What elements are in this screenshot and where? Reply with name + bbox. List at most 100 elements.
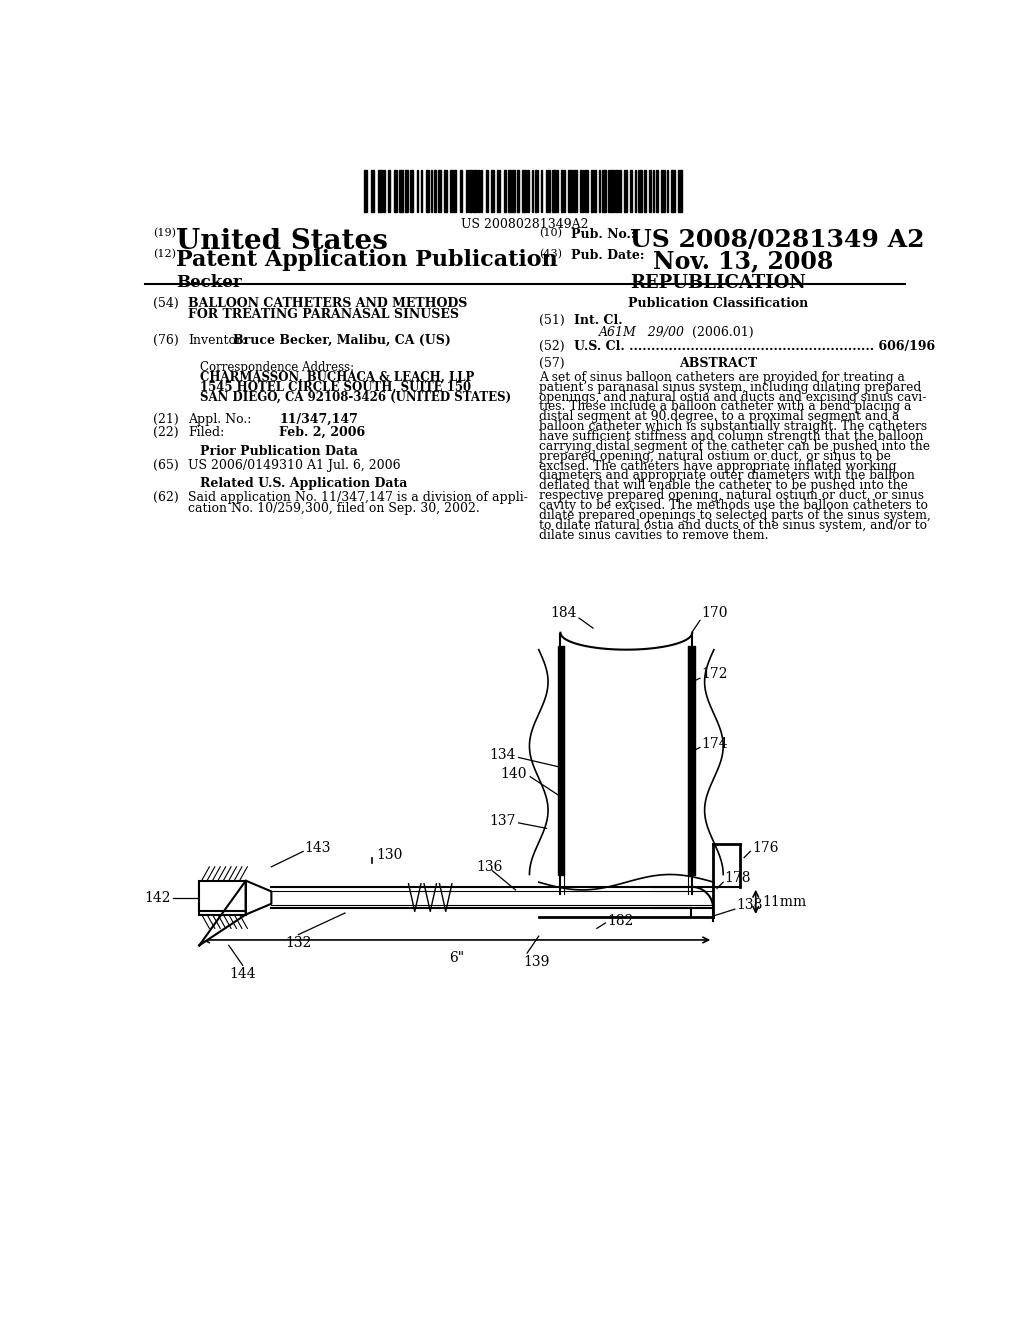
Bar [454, 170, 457, 213]
Bar [466, 170, 468, 213]
Text: 11/347,147: 11/347,147 [280, 412, 358, 425]
Text: (52): (52) [539, 341, 564, 354]
Bar [678, 170, 682, 213]
Bar [517, 170, 518, 213]
Text: 174: 174 [701, 737, 728, 751]
Bar [535, 170, 538, 213]
Bar [557, 170, 558, 213]
Text: 130: 130 [376, 849, 402, 862]
Text: SAN DIEGO, CA 92108-3426 (UNITED STATES): SAN DIEGO, CA 92108-3426 (UNITED STATES) [200, 391, 511, 404]
Bar [610, 170, 613, 213]
Bar [607, 170, 609, 213]
Bar [430, 170, 432, 213]
Bar [404, 170, 408, 213]
Bar [444, 170, 446, 213]
Text: dilate sinus cavities to remove them.: dilate sinus cavities to remove them. [539, 528, 768, 541]
Text: A set of sinus balloon catheters are provided for treating a: A set of sinus balloon catheters are pro… [539, 371, 904, 384]
Bar [572, 170, 577, 213]
Text: (51): (51) [539, 314, 564, 327]
Text: 140: 140 [501, 767, 527, 781]
Text: 182: 182 [607, 913, 633, 928]
Text: (57): (57) [539, 358, 564, 370]
Text: (19): (19) [153, 227, 176, 238]
Bar [625, 170, 627, 213]
Bar [481, 170, 482, 213]
Text: 132: 132 [286, 936, 311, 950]
Text: Publication Classification: Publication Classification [628, 297, 808, 310]
Bar [649, 170, 651, 213]
Bar [614, 170, 617, 213]
Bar [383, 170, 385, 213]
Text: ABSTRACT: ABSTRACT [680, 358, 758, 370]
Text: Correspondence Address:: Correspondence Address: [200, 360, 354, 374]
Text: 138: 138 [736, 899, 763, 912]
Text: (21): (21) [153, 412, 178, 425]
Text: Prior Publication Data: Prior Publication Data [200, 445, 358, 458]
Bar [512, 170, 515, 213]
Text: patient’s paranasal sinus system, including dilating prepared: patient’s paranasal sinus system, includ… [539, 380, 921, 393]
Bar [561, 170, 564, 213]
Text: United States: United States [176, 227, 388, 255]
Bar [656, 170, 657, 213]
Bar [434, 170, 436, 213]
Text: carrying distal segment of the catheter can be pushed into the: carrying distal segment of the catheter … [539, 440, 930, 453]
Text: (62): (62) [153, 491, 178, 504]
Text: Related U.S. Application Data: Related U.S. Application Data [200, 478, 408, 490]
Text: balloon catheter which is substantially straight. The catheters: balloon catheter which is substantially … [539, 420, 927, 433]
Bar [378, 170, 382, 213]
Text: 136: 136 [477, 859, 503, 874]
Bar [660, 170, 665, 213]
Text: (76): (76) [153, 334, 178, 347]
Text: (65): (65) [153, 459, 178, 471]
Text: Patent Application Publication: Patent Application Publication [176, 249, 558, 272]
Bar [671, 170, 675, 213]
Bar [594, 170, 596, 213]
Bar [372, 170, 374, 213]
Text: deflated that will enable the catheter to be pushed into the: deflated that will enable the catheter t… [539, 479, 907, 492]
Bar [644, 170, 645, 213]
Bar [638, 170, 642, 213]
Bar [581, 170, 582, 213]
Bar [399, 170, 403, 213]
Text: Inventor:: Inventor: [188, 334, 247, 347]
Bar [567, 170, 571, 213]
Bar [478, 170, 479, 213]
Text: FOR TREATING PARANASAL SINUSES: FOR TREATING PARANASAL SINUSES [188, 308, 460, 321]
Text: (12): (12) [153, 249, 176, 260]
Text: BALLOON CATHETERS AND METHODS: BALLOON CATHETERS AND METHODS [188, 297, 468, 310]
Text: distal segment at 90.degree. to a proximal segment and a: distal segment at 90.degree. to a proxim… [539, 411, 899, 424]
Text: 6": 6" [449, 950, 464, 965]
Bar [653, 170, 654, 213]
Bar [583, 170, 584, 213]
Text: to dilate natural ostia and ducts of the sinus system, and/or to: to dilate natural ostia and ducts of the… [539, 519, 927, 532]
Text: have sufficient stiffness and column strength that the balloon: have sufficient stiffness and column str… [539, 430, 924, 444]
Text: Becker: Becker [176, 275, 242, 290]
Bar [635, 170, 636, 213]
Text: 139: 139 [523, 956, 550, 969]
Bar [469, 170, 472, 213]
Bar [486, 170, 487, 213]
Bar [473, 170, 476, 213]
Text: (22): (22) [153, 425, 178, 438]
Text: dilate prepared openings to selected parts of the sinus system,: dilate prepared openings to selected par… [539, 510, 931, 521]
Bar [460, 170, 463, 213]
Bar [602, 170, 606, 213]
Text: prepared opening, natural ostium or duct, or sinus to be: prepared opening, natural ostium or duct… [539, 450, 891, 463]
Text: 170: 170 [701, 606, 728, 619]
Bar [599, 170, 600, 213]
Text: Pub. No.:: Pub. No.: [571, 227, 636, 240]
Bar [504, 170, 507, 213]
Text: Said application No. 11/347,147 is a division of appli-: Said application No. 11/347,147 is a div… [188, 491, 528, 504]
Text: excised. The catheters have appropriate inflated working: excised. The catheters have appropriate … [539, 459, 896, 473]
Bar [541, 170, 543, 213]
Text: Int. Cl.: Int. Cl. [573, 314, 623, 327]
Text: (10): (10) [539, 227, 562, 238]
Bar [546, 170, 550, 213]
Bar [394, 170, 397, 213]
Bar [521, 170, 525, 213]
Bar [421, 170, 422, 213]
Bar [531, 170, 534, 213]
Text: 178: 178 [725, 871, 752, 886]
Text: 184: 184 [550, 606, 577, 619]
Bar [438, 170, 441, 213]
